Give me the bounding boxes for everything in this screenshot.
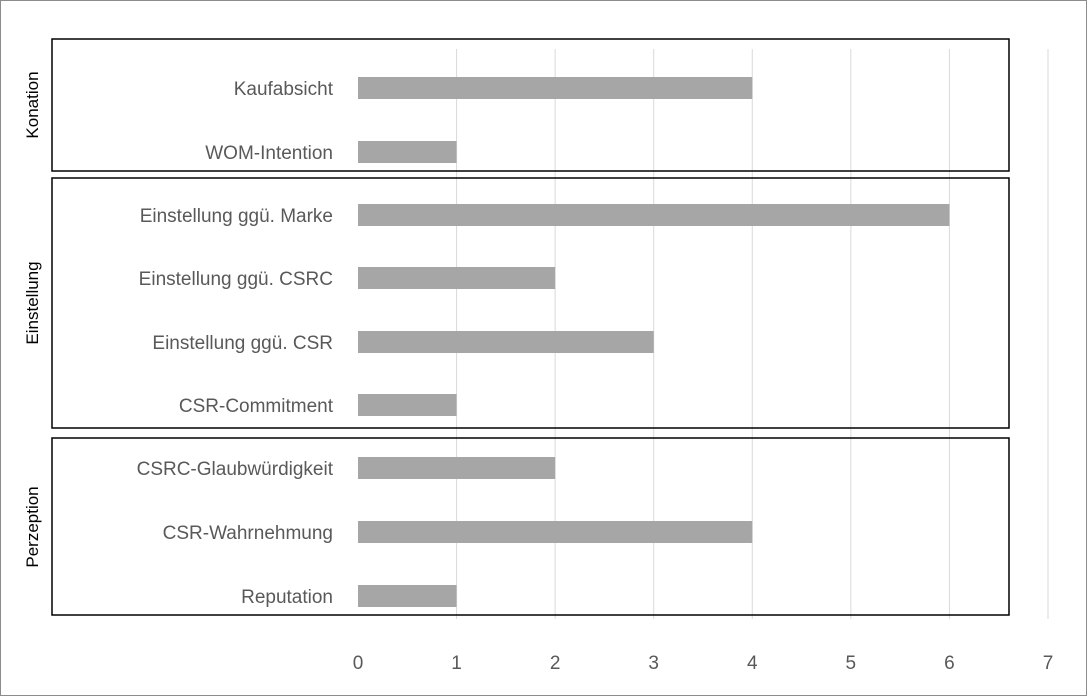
group-label: Konation <box>23 71 42 138</box>
x-tick-label: 0 <box>353 653 364 674</box>
x-tick-label: 7 <box>1043 653 1054 674</box>
category-label: WOM-Intention <box>205 143 333 164</box>
category-label: CSRC-Glaubwürdigkeit <box>137 459 334 480</box>
x-tick-label: 6 <box>944 653 955 674</box>
bar <box>358 457 556 479</box>
group-boxes <box>51 38 1010 616</box>
x-tick-labels: 0 1 2 3 4 5 6 7 <box>353 653 1054 674</box>
category-label: CSR-Commitment <box>179 396 334 417</box>
bar <box>358 394 457 416</box>
x-tick-label: 5 <box>846 653 857 674</box>
category-label: CSR-Wahrnehmung <box>163 523 333 544</box>
bar <box>358 267 556 289</box>
bar <box>358 77 753 99</box>
bar <box>358 521 753 543</box>
group-box <box>51 437 1010 616</box>
category-labels: Kaufabsicht WOM-Intention Einstellung ggü.… <box>137 79 334 608</box>
bar <box>358 204 950 226</box>
x-tick-label: 4 <box>747 653 758 674</box>
bars <box>358 77 950 607</box>
gridlines <box>456 49 1049 619</box>
group-box <box>51 38 1010 172</box>
group-label: Perzeption <box>23 486 42 567</box>
group-box <box>51 177 1010 429</box>
group-labels: Konation Einstellung Perzeption <box>23 71 42 567</box>
category-label: Einstellung ggü. CSRC <box>139 269 333 290</box>
x-tick-label: 1 <box>451 653 462 674</box>
group-label: Einstellung <box>23 261 42 344</box>
category-label: Einstellung ggü. CSR <box>152 333 333 354</box>
bar <box>358 585 457 607</box>
x-tick-label: 2 <box>550 653 561 674</box>
category-label: Kaufabsicht <box>234 79 334 100</box>
category-label: Einstellung ggü. Marke <box>140 206 333 227</box>
x-tick-label: 3 <box>648 653 659 674</box>
category-label: Reputation <box>241 587 333 608</box>
bar <box>358 141 457 163</box>
bar <box>358 331 654 353</box>
